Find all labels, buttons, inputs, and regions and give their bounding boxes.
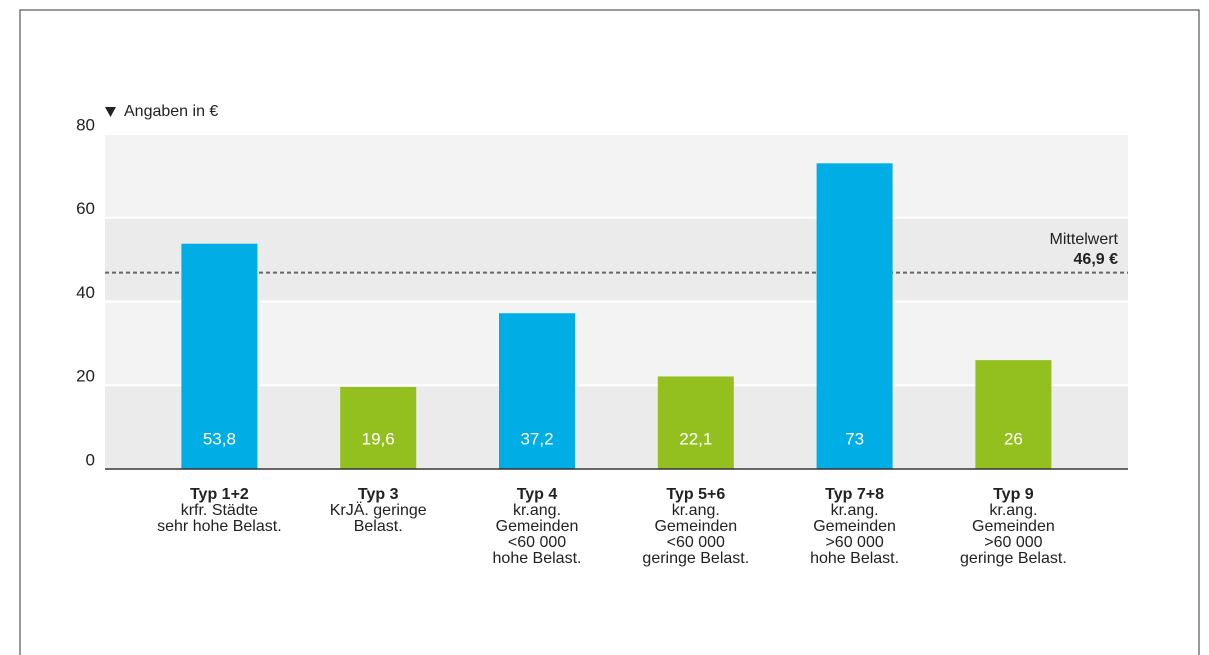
value-label: 19,6 (362, 429, 395, 448)
reference-value-label: 46,9 € (1074, 251, 1119, 268)
bar (657, 376, 734, 469)
x-tick-description: kr.ang. (513, 502, 561, 519)
x-tick-label: Typ 4 (517, 486, 558, 503)
x-tick-description: Gemeinden (496, 518, 579, 535)
x-tick-label: Typ 5+6 (666, 486, 725, 503)
y-tick-label: 40 (76, 283, 95, 302)
x-tick-description: >60 000 (984, 534, 1042, 551)
axis-label-marker (105, 107, 116, 117)
x-tick-description: Gemeinden (972, 518, 1055, 535)
x-tick-description: kr.ang. (672, 502, 720, 519)
value-label: 37,2 (520, 429, 553, 448)
x-tick-description: Gemeinden (654, 518, 737, 535)
grid-band (105, 217, 1128, 302)
bar (816, 163, 893, 469)
x-tick-description: krfr. Städte (181, 502, 258, 519)
x-tick-label: Typ 7+8 (825, 486, 884, 503)
x-tick-label: Typ 9 (993, 486, 1034, 503)
x-tick-description: <60 000 (667, 534, 725, 551)
y-axis-label: Angaben in € (124, 103, 218, 120)
reference-label: Mittelwert (1050, 231, 1119, 248)
x-tick-description: Belast. (354, 518, 403, 535)
grid-band (105, 385, 1128, 469)
bar (975, 360, 1052, 469)
value-label: 73 (845, 429, 864, 448)
value-label: 22,1 (679, 429, 712, 448)
x-tick-description: kr.ang. (831, 502, 879, 519)
x-tick-description: KrJÄ. geringe (330, 501, 427, 519)
x-tick-description: hohe Belast. (493, 550, 582, 567)
value-label: 26 (1004, 429, 1023, 448)
x-tick-label: Typ 3 (358, 486, 399, 503)
x-tick-description: Gemeinden (813, 518, 896, 535)
value-label: 53,8 (203, 429, 236, 448)
bar (340, 386, 417, 469)
y-tick-label: 0 (86, 450, 95, 469)
x-tick-description: geringe Belast. (960, 550, 1067, 567)
x-tick-description: >60 000 (825, 534, 883, 551)
bar (181, 243, 258, 469)
y-tick-label: 20 (76, 367, 95, 386)
y-tick-label: 80 (76, 115, 95, 134)
x-tick-description: kr.ang. (989, 502, 1037, 519)
grid-band (105, 134, 1128, 218)
frame (19, 9, 1200, 655)
x-tick-description: <60 000 (508, 534, 566, 551)
grid-band (105, 301, 1128, 386)
x-tick-description: sehr hohe Belast. (157, 518, 282, 535)
x-tick-description: hohe Belast. (810, 550, 899, 567)
y-tick-label: 60 (76, 199, 95, 218)
x-tick-label: Typ 1+2 (190, 486, 249, 503)
x-tick-description: geringe Belast. (642, 550, 749, 567)
bar (499, 313, 575, 469)
